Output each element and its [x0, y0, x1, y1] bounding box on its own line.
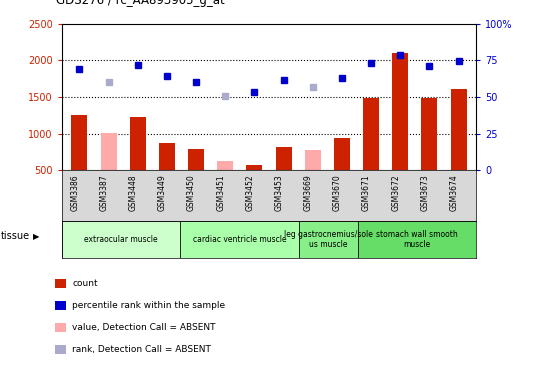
Text: value, Detection Call = ABSENT: value, Detection Call = ABSENT — [72, 323, 216, 332]
Bar — [451, 89, 466, 170]
Text: GSM3670: GSM3670 — [333, 174, 342, 211]
Bar — [55, 279, 66, 288]
Text: GSM3672: GSM3672 — [391, 174, 400, 211]
Bar — [159, 143, 175, 170]
Text: stomach wall smooth
muscle: stomach wall smooth muscle — [376, 230, 458, 250]
Bar — [358, 221, 476, 258]
Bar — [101, 133, 117, 170]
Bar — [55, 345, 66, 354]
Text: cardiac ventricle muscle: cardiac ventricle muscle — [193, 235, 286, 244]
Text: leg gastrocnemius/sole
us muscle: leg gastrocnemius/sole us muscle — [284, 230, 373, 250]
Text: GSM3671: GSM3671 — [362, 174, 371, 211]
Text: GSM3386: GSM3386 — [70, 174, 80, 211]
Text: GSM3387: GSM3387 — [100, 174, 109, 211]
Text: GDS276 / rc_AA893905_g_at: GDS276 / rc_AA893905_g_at — [56, 0, 225, 7]
Bar — [305, 150, 321, 170]
Bar — [246, 165, 263, 170]
Text: GSM3450: GSM3450 — [187, 174, 196, 211]
Text: GSM3452: GSM3452 — [245, 174, 254, 211]
Text: GSM3449: GSM3449 — [158, 174, 167, 211]
Bar — [334, 138, 350, 170]
Text: GSM3674: GSM3674 — [450, 174, 458, 211]
Text: GSM3673: GSM3673 — [421, 174, 429, 211]
Text: percentile rank within the sample: percentile rank within the sample — [72, 301, 225, 310]
Bar — [180, 221, 299, 258]
Bar — [62, 221, 180, 258]
Bar — [217, 161, 233, 170]
Text: GSM3669: GSM3669 — [304, 174, 313, 211]
Bar — [421, 98, 437, 170]
Bar — [55, 301, 66, 310]
Text: GSM3453: GSM3453 — [274, 174, 284, 211]
Text: count: count — [72, 279, 98, 288]
Bar — [299, 221, 358, 258]
Text: rank, Detection Call = ABSENT: rank, Detection Call = ABSENT — [72, 345, 211, 354]
Bar — [392, 53, 408, 170]
Bar — [72, 115, 87, 170]
Text: extraocular muscle: extraocular muscle — [84, 235, 158, 244]
Bar — [188, 149, 204, 170]
Bar — [275, 147, 292, 170]
Text: tissue: tissue — [1, 231, 30, 241]
Text: GSM3448: GSM3448 — [129, 174, 138, 211]
Bar — [363, 98, 379, 170]
Text: ▶: ▶ — [33, 232, 39, 240]
Text: GSM3451: GSM3451 — [216, 174, 225, 211]
Bar — [55, 323, 66, 332]
Bar — [130, 117, 146, 170]
